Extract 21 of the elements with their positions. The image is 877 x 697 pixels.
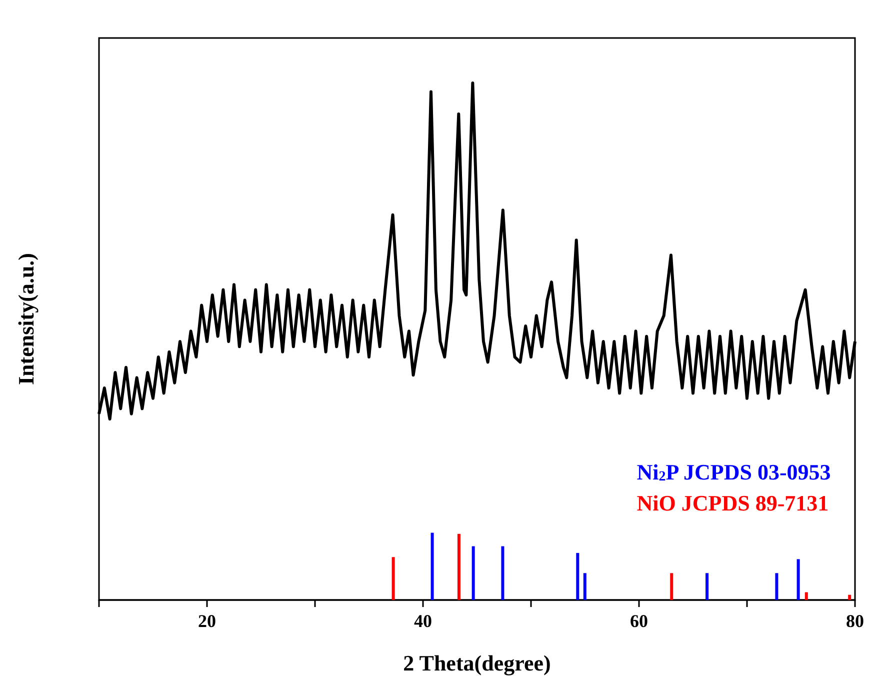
text: NiO JCPDS 89-7131: [636, 490, 829, 516]
bar: [670, 573, 674, 600]
bar: [430, 532, 434, 600]
bar: [457, 534, 460, 600]
bar: [583, 573, 586, 600]
bar: [576, 552, 580, 600]
x-tick-label: 40: [414, 611, 432, 631]
text: Ni2P JCPDS 03-0953: [636, 460, 831, 484]
bar: [392, 557, 395, 600]
x-tick-label: 60: [630, 611, 648, 631]
x-tick-label: 80: [846, 611, 864, 631]
x-axis-title: 2 Theta(degree): [403, 650, 551, 676]
bar: [472, 546, 475, 600]
bar: [775, 573, 778, 600]
bar: [796, 559, 800, 600]
bar: [706, 573, 709, 600]
bar: [848, 594, 852, 600]
bar: [804, 592, 808, 600]
y-axis-title: Intensity(a.u.): [14, 252, 38, 386]
bar: [501, 546, 504, 600]
x-tick-label: 20: [198, 611, 216, 631]
